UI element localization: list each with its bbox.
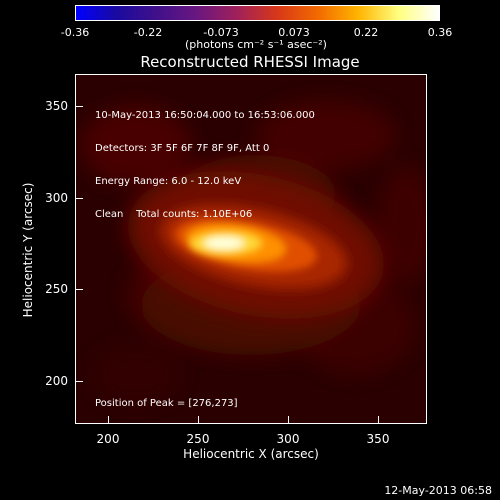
colorbar-tick: -0.36 bbox=[60, 26, 90, 39]
colorbar bbox=[75, 5, 440, 21]
plot-title: Reconstructed RHESSI Image bbox=[140, 53, 360, 71]
colorbar-tick: -0.22 bbox=[133, 26, 163, 39]
y-tick-mark bbox=[76, 289, 83, 290]
x-tick-mark bbox=[108, 416, 109, 423]
clean-counts: Clean Total counts: 1.10E+06 bbox=[95, 209, 253, 220]
detectors-info: Detectors: 3F 5F 6F 7F 8F 9F, Att 0 bbox=[95, 143, 270, 154]
colorbar-tick: 0.073 bbox=[278, 26, 310, 39]
colorbar-units: (photons cm⁻² s⁻¹ asec⁻²) bbox=[185, 38, 327, 51]
x-tick-label: 350 bbox=[366, 432, 390, 446]
y-tick-label: 250 bbox=[45, 282, 68, 296]
colorbar-tick: -0.073 bbox=[203, 26, 239, 39]
x-tick-mark bbox=[288, 416, 289, 423]
x-tick-mark bbox=[378, 416, 379, 423]
y-tick-mark bbox=[76, 106, 83, 107]
plot-frame bbox=[75, 74, 427, 424]
y-tick-label: 200 bbox=[45, 374, 68, 388]
x-axis-label: Heliocentric X (arcsec) bbox=[183, 447, 319, 461]
time-range: 10-May-2013 16:50:04.000 to 16:53:06.000 bbox=[95, 110, 315, 121]
rhessi-image bbox=[76, 75, 426, 423]
peak-position: Position of Peak = [276,273] bbox=[95, 398, 238, 409]
x-tick-label: 250 bbox=[186, 432, 210, 446]
y-tick-label: 300 bbox=[45, 191, 68, 205]
y-tick-mark bbox=[76, 381, 83, 382]
y-tick-mark bbox=[76, 198, 83, 199]
colorbar-tick: 0.36 bbox=[427, 26, 453, 39]
rhessi-image-svg bbox=[76, 75, 426, 423]
timestamp: 12-May-2013 06:58 bbox=[384, 484, 492, 497]
x-tick-mark bbox=[198, 416, 199, 423]
x-tick-label: 200 bbox=[96, 432, 120, 446]
colorbar-tick: 0.22 bbox=[353, 26, 379, 39]
y-axis-label: Heliocentric Y (arcsec) bbox=[21, 182, 35, 318]
observation-info: 10-May-2013 16:50:04.000 to 16:53:06.000… bbox=[95, 88, 315, 231]
x-tick-label: 300 bbox=[276, 432, 300, 446]
energy-range: Energy Range: 6.0 - 12.0 keV bbox=[95, 176, 242, 187]
y-tick-label: 350 bbox=[45, 99, 68, 113]
source-core bbox=[190, 231, 262, 255]
